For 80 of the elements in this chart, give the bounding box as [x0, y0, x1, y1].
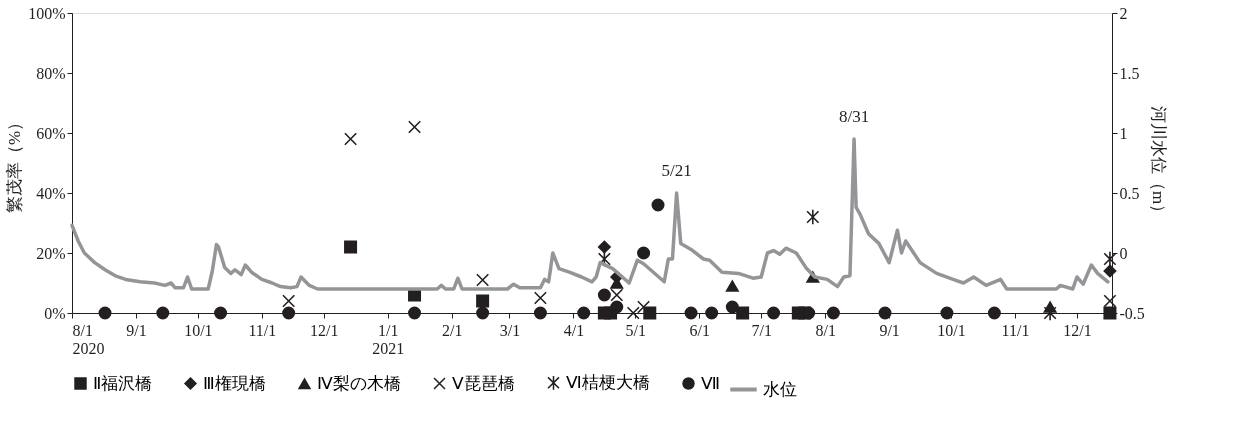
x-tick-label: 9/1 — [126, 321, 147, 339]
y-tick-label: 80% — [36, 64, 66, 82]
x-tick-label: 5/1 — [625, 321, 647, 339]
point — [1103, 294, 1117, 308]
point — [408, 306, 422, 320]
x-tick-label: 8/1 2020 — [72, 321, 105, 357]
point — [344, 240, 358, 254]
y-tick-label: 60% — [36, 124, 66, 142]
y2-tick-label: 1 — [1119, 124, 1128, 142]
x-tick-label: 2/1 — [441, 321, 463, 339]
x-tick-label: 8/1 — [815, 321, 836, 339]
point — [98, 306, 112, 320]
x-tick-label: 7/1 — [751, 321, 772, 339]
legend-label: Ⅲ権現橋 — [203, 373, 266, 393]
point — [725, 280, 739, 292]
point — [1103, 264, 1117, 278]
point — [476, 294, 490, 308]
point — [408, 120, 422, 134]
point — [826, 306, 840, 320]
point — [767, 306, 781, 320]
point — [597, 240, 611, 254]
point — [344, 132, 358, 146]
legend-label: Ⅴ琵琶橋 — [452, 373, 515, 393]
x-tick-label: 1/1 2021 — [372, 321, 405, 357]
point — [282, 294, 296, 308]
y2-tick-label: 1.5 — [1119, 64, 1140, 82]
point — [626, 306, 640, 320]
point — [736, 306, 750, 320]
x-tick-label: 3/1 — [499, 321, 521, 339]
legend-label: Ⅵ桔梗大橋 — [566, 372, 650, 392]
point — [214, 306, 228, 320]
point — [533, 306, 547, 320]
y2-tick-label: 0.5 — [1119, 184, 1140, 202]
x-tick-label: 10/1 — [184, 321, 213, 339]
y2-tick-label: 0 — [1119, 244, 1128, 262]
y-axis-title: 繁茂率（%） — [5, 113, 25, 214]
x-tick-label: 9/1 — [879, 321, 900, 339]
line-series — [70, 137, 1110, 291]
point — [987, 306, 1001, 320]
x-tick-label: 11/1 — [1001, 321, 1030, 339]
point — [878, 306, 892, 320]
point — [597, 288, 611, 302]
point — [806, 209, 820, 225]
point — [577, 306, 591, 320]
point — [1103, 251, 1117, 267]
point — [725, 300, 739, 314]
x-tick-label: 10/1 — [937, 321, 966, 339]
point — [637, 246, 651, 260]
point — [476, 306, 490, 320]
annotation: 5/21 — [661, 161, 692, 180]
point — [651, 198, 665, 212]
point — [705, 306, 719, 320]
point — [156, 306, 170, 320]
x-tick-label: 11/1 — [248, 321, 277, 339]
x-tick-label: 12/1 — [310, 321, 339, 339]
point — [476, 273, 490, 287]
y-tick-label: 100% — [28, 4, 66, 22]
point — [282, 306, 296, 320]
point — [610, 288, 624, 302]
point — [940, 306, 954, 320]
legend-label: Ⅳ梨の木橋 — [317, 373, 401, 393]
y-tick-label: 0% — [44, 304, 66, 322]
point — [637, 300, 651, 314]
x-tick-label: 12/1 — [1063, 321, 1092, 339]
y2-tick-label: 2 — [1119, 4, 1128, 22]
y-tick-label: 40% — [36, 184, 66, 202]
x-tick-label: 6/1 — [689, 321, 711, 339]
point — [610, 300, 624, 314]
point — [684, 306, 698, 320]
annotation: 8/31 — [838, 107, 870, 126]
point — [643, 306, 657, 320]
point — [533, 291, 547, 305]
legend-label: Ⅱ福沢橋 — [93, 373, 152, 393]
x-tick-label: 4/1 — [563, 321, 585, 339]
y2-axis-title: 河川水位（m） — [1148, 105, 1168, 222]
y-tick-label: 20% — [36, 244, 66, 262]
y2-tick-label: -0.5 — [1119, 304, 1145, 322]
point — [1103, 306, 1117, 320]
legend-label: 水位 — [763, 379, 797, 399]
legend-label: Ⅶ — [701, 373, 720, 393]
